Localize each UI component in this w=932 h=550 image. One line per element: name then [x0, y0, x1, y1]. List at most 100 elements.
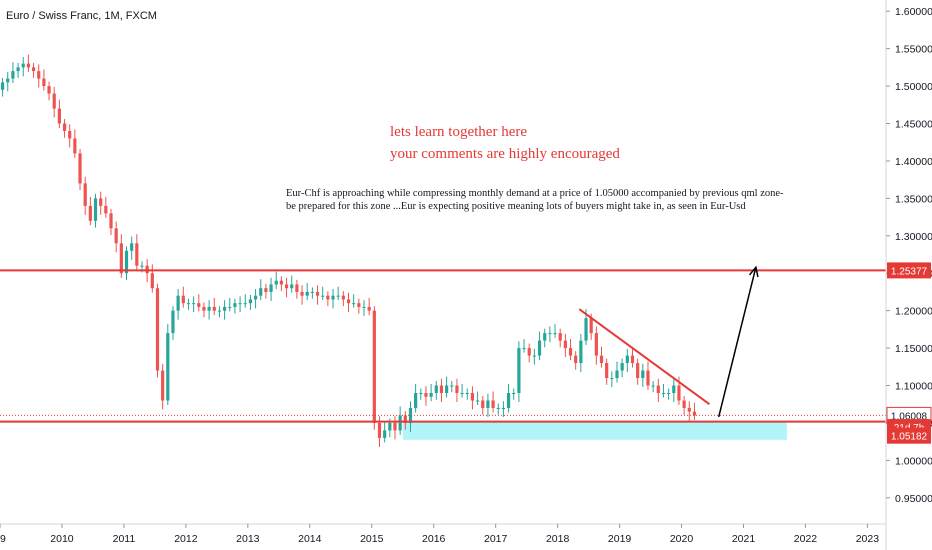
candle-body: [475, 400, 480, 402]
price-tick-label: 1.00000: [895, 455, 932, 467]
annotation-learn: lets learn together here: [390, 124, 528, 140]
candle-body: [202, 306, 206, 311]
candle-body: [93, 198, 98, 221]
candle-body: [124, 250, 129, 274]
candle-body: [78, 153, 82, 184]
candle-body: [47, 86, 51, 94]
candle-body: [207, 306, 211, 311]
candle-body: [506, 393, 511, 408]
candle-body: [176, 295, 180, 311]
candle-body: [563, 340, 567, 349]
candle-body: [274, 280, 278, 285]
candle-body: [636, 363, 640, 379]
price-tick-label: 1.55000: [895, 44, 932, 56]
candle-body: [305, 291, 309, 296]
time-tick-label: 2021: [732, 533, 756, 545]
candle-body: [248, 299, 253, 304]
candle-body: [331, 295, 335, 300]
symbol-title[interactable]: Euro / Swiss Franc, 1M, FXCM: [6, 10, 157, 22]
candle-body: [161, 370, 165, 401]
candle-body: [408, 407, 413, 423]
time-tick-label: 2019: [608, 533, 632, 545]
candle-body: [605, 363, 609, 379]
candle-body: [171, 310, 175, 334]
price-tick-label: 0.95000: [895, 493, 932, 505]
candle-body: [537, 340, 542, 356]
candle-body: [73, 138, 77, 154]
time-tick-label: 2011: [113, 533, 136, 545]
candle-body: [553, 333, 557, 335]
candle-body: [31, 67, 36, 72]
candle-body: [692, 411, 697, 416]
candle-body: [16, 67, 20, 72]
candle-body: [414, 393, 418, 408]
candle-body: [290, 284, 294, 289]
candle-body: [253, 295, 258, 300]
candle-body: [460, 393, 464, 394]
time-tick-label: 2022: [794, 533, 818, 545]
candle-body: [238, 303, 242, 305]
candle-body: [630, 355, 635, 364]
time-tick-label: 2014: [298, 533, 322, 545]
candle-body: [192, 303, 196, 305]
candle-body: [465, 393, 469, 394]
candle-body: [233, 303, 237, 307]
candle-body: [429, 393, 433, 397]
candle-body: [651, 385, 655, 387]
time-tick-label: 2023: [856, 533, 880, 545]
time-tick-label: 2012: [174, 533, 198, 545]
candle-body: [88, 205, 92, 221]
candle-body: [57, 108, 61, 124]
candle-body: [155, 288, 160, 371]
candle-body: [377, 422, 382, 438]
candle-body: [21, 63, 25, 68]
candle-body: [450, 385, 454, 387]
candle-body: [470, 393, 475, 401]
candle-body: [398, 415, 402, 431]
time-tick-label: 2017: [484, 533, 508, 545]
candle-body: [512, 393, 516, 394]
trendline: [578, 308, 711, 406]
candle-body: [222, 306, 227, 311]
candle-body: [109, 213, 113, 229]
candle-body: [315, 291, 320, 296]
price-tag-resistance: [887, 262, 931, 279]
candle-body: [37, 71, 41, 79]
annotation-comments: your comments are highly encouraged: [390, 146, 620, 162]
candle-body: [424, 393, 428, 397]
target-arrow-head: [748, 265, 759, 278]
candle-body: [491, 400, 495, 408]
candle-body: [672, 385, 676, 393]
candle-body: [501, 407, 506, 409]
annotation-analysis-line-1: Eur-Chf is approaching while compressing…: [286, 188, 784, 199]
candle-body: [548, 333, 552, 335]
price-tick-label: 1.45000: [895, 119, 932, 131]
candle-body: [42, 78, 46, 87]
candle-body: [321, 295, 325, 297]
time-tick-label: 2010: [50, 533, 74, 545]
candle-body: [166, 333, 170, 401]
candle-body: [217, 310, 222, 312]
candle-body: [186, 303, 191, 305]
price-tag-label-support: 1.05182: [891, 432, 928, 443]
candle-body: [615, 370, 619, 379]
time-tick-label: 2020: [670, 533, 694, 545]
candle-body: [62, 123, 67, 131]
candle-body: [445, 385, 449, 393]
candle-body: [0, 82, 5, 90]
candle-body: [388, 422, 392, 431]
candle-body: [682, 400, 686, 408]
candle-body: [212, 306, 216, 311]
candle-body: [181, 295, 185, 304]
candle-body: [610, 378, 614, 380]
candle-body: [341, 295, 345, 300]
target-arrow: [717, 267, 757, 418]
candle-body: [26, 63, 30, 68]
candle-body: [620, 363, 624, 371]
price-tag-label-resistance: 1.25377: [891, 266, 928, 277]
candle-body: [310, 291, 314, 293]
time-tick-label: 09: [0, 533, 6, 545]
candle-body: [228, 306, 232, 308]
